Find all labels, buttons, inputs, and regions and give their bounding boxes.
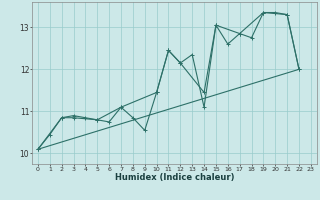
X-axis label: Humidex (Indice chaleur): Humidex (Indice chaleur) [115, 173, 234, 182]
